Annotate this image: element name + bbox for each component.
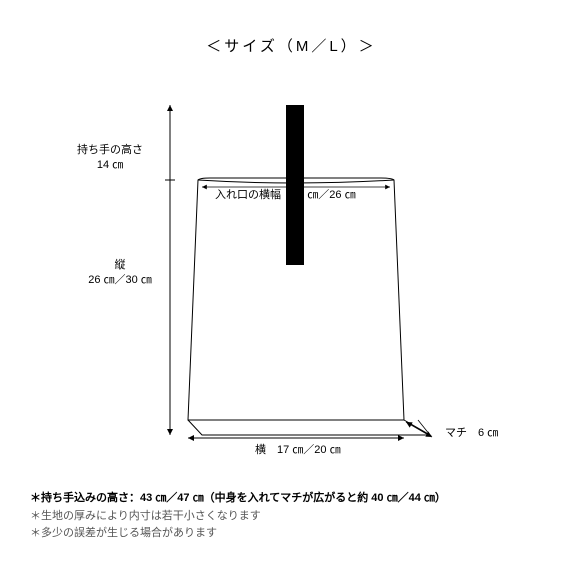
- note-thickness: ＊生地の厚みにより内寸は若干小さくなります: [30, 508, 446, 526]
- machi-label: マチ 6 ㎝: [445, 426, 498, 441]
- opening-width-label: 入れ口の横幅 23 ㎝／26 ㎝: [215, 188, 356, 203]
- notes-section: ＊持ち手込みの高さ：43 ㎝／47 ㎝（中身を入れてマチが広がると約 40 ㎝／…: [30, 490, 446, 543]
- bag-handle: [286, 105, 304, 265]
- note-total-height: ＊持ち手込みの高さ：43 ㎝／47 ㎝（中身を入れてマチが広がると約 40 ㎝／…: [30, 490, 446, 508]
- note-tolerance: ＊多少の誤差が生じる場合があります: [30, 525, 446, 543]
- horizontal-width-label: 横 17 ㎝／20 ㎝: [255, 443, 341, 458]
- size-diagram: 持ち手の高さ 14 ㎝ 縦 26 ㎝／30 ㎝ 入れ口の横幅 23 ㎝／26 ㎝…: [0, 80, 583, 480]
- vertical-height-label: 縦 26 ㎝／30 ㎝: [80, 258, 160, 289]
- handle-height-label: 持ち手の高さ 14 ㎝: [70, 143, 150, 174]
- bag-outline: [188, 178, 430, 435]
- page-title: ＜サイズ（M／L）＞: [0, 0, 583, 56]
